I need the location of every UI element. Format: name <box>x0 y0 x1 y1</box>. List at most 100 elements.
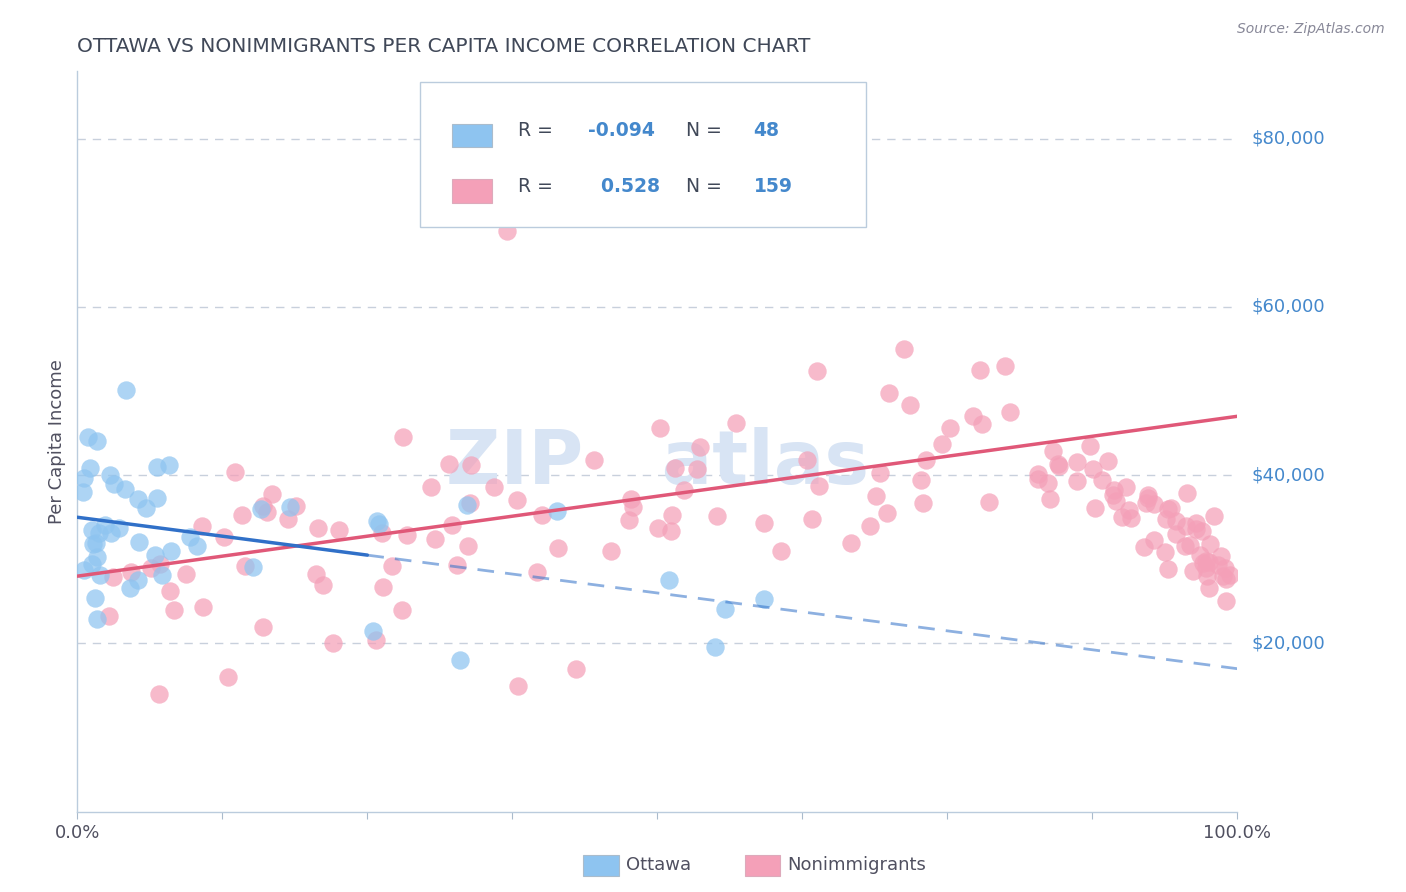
Point <box>231 508 253 523</box>
Point <box>312 577 335 591</box>
Point <box>128 535 150 549</box>
Point <box>449 653 471 667</box>
Bar <box>451 179 492 203</box>
Point <box>998 405 1021 419</box>
Point <box>806 364 828 378</box>
Point <box>1213 561 1236 575</box>
Point <box>673 483 696 497</box>
Point <box>877 385 900 400</box>
Point <box>148 687 170 701</box>
Point <box>1154 545 1177 559</box>
Point <box>752 591 775 606</box>
Point <box>86 550 108 565</box>
Text: 48: 48 <box>754 121 779 140</box>
Point <box>1215 594 1237 608</box>
Point <box>456 498 478 512</box>
Point <box>1046 457 1069 471</box>
Point <box>1164 514 1187 528</box>
FancyBboxPatch shape <box>419 82 866 227</box>
Point <box>163 603 186 617</box>
Point <box>1198 581 1220 595</box>
Point <box>972 417 994 432</box>
Point <box>1111 510 1133 524</box>
Point <box>419 480 441 494</box>
Point <box>506 679 529 693</box>
Point <box>391 603 413 617</box>
Point <box>305 566 328 581</box>
Point <box>1192 556 1215 570</box>
Point <box>962 409 984 423</box>
Point <box>193 600 215 615</box>
Point <box>977 495 1000 509</box>
Point <box>256 505 278 519</box>
Point <box>135 501 157 516</box>
Point <box>100 526 122 541</box>
Text: $80,000: $80,000 <box>1251 129 1324 148</box>
Point <box>174 567 197 582</box>
Point <box>307 521 329 535</box>
Point <box>127 573 149 587</box>
Point <box>859 518 882 533</box>
Point <box>658 574 681 588</box>
Point <box>1157 562 1180 576</box>
Point <box>1175 486 1198 500</box>
Point <box>911 496 934 510</box>
Point <box>689 440 711 454</box>
Text: $20,000: $20,000 <box>1251 634 1324 652</box>
Point <box>1066 455 1088 469</box>
Point <box>86 612 108 626</box>
Point <box>865 489 887 503</box>
Point <box>1036 476 1059 491</box>
Point <box>1026 467 1049 482</box>
Point <box>1142 497 1164 511</box>
Point <box>1215 572 1237 586</box>
Point <box>82 536 104 550</box>
Point <box>120 581 142 595</box>
Point <box>83 591 105 606</box>
Point <box>530 508 553 522</box>
Point <box>1137 488 1160 502</box>
Point <box>77 430 100 444</box>
Text: Source: ZipAtlas.com: Source: ZipAtlas.com <box>1237 22 1385 37</box>
Point <box>89 525 111 540</box>
Point <box>446 558 468 572</box>
Point <box>1198 537 1220 551</box>
Point <box>969 363 991 377</box>
Point <box>80 523 103 537</box>
Point <box>648 421 671 435</box>
Point <box>278 500 301 515</box>
Point <box>425 532 447 546</box>
Point <box>724 417 747 431</box>
Point <box>115 383 138 397</box>
Point <box>914 453 936 467</box>
Point <box>619 492 641 507</box>
Text: Nonimmigrants: Nonimmigrants <box>787 856 927 874</box>
Point <box>565 662 588 676</box>
Point <box>495 224 517 238</box>
Point <box>284 500 307 514</box>
Point <box>1211 549 1233 564</box>
Text: Ottawa: Ottawa <box>626 856 690 874</box>
Point <box>1135 496 1157 510</box>
Point <box>277 512 299 526</box>
Text: $40,000: $40,000 <box>1251 467 1324 484</box>
Point <box>1039 492 1062 507</box>
Y-axis label: Per Capita Income: Per Capita Income <box>48 359 66 524</box>
Text: ZIP   atlas: ZIP atlas <box>446 427 869 500</box>
Point <box>260 487 283 501</box>
Point <box>1174 539 1197 553</box>
Text: $60,000: $60,000 <box>1251 298 1324 316</box>
Point <box>328 523 350 537</box>
Point <box>146 460 169 475</box>
Point <box>114 482 136 496</box>
Point <box>1174 519 1197 533</box>
Point <box>1143 533 1166 548</box>
Point <box>582 453 605 467</box>
Point <box>869 466 891 480</box>
Point <box>686 462 709 476</box>
Point <box>103 570 125 584</box>
Point <box>127 491 149 506</box>
Point <box>769 544 792 558</box>
Point <box>1097 453 1119 467</box>
Point <box>1212 569 1234 583</box>
